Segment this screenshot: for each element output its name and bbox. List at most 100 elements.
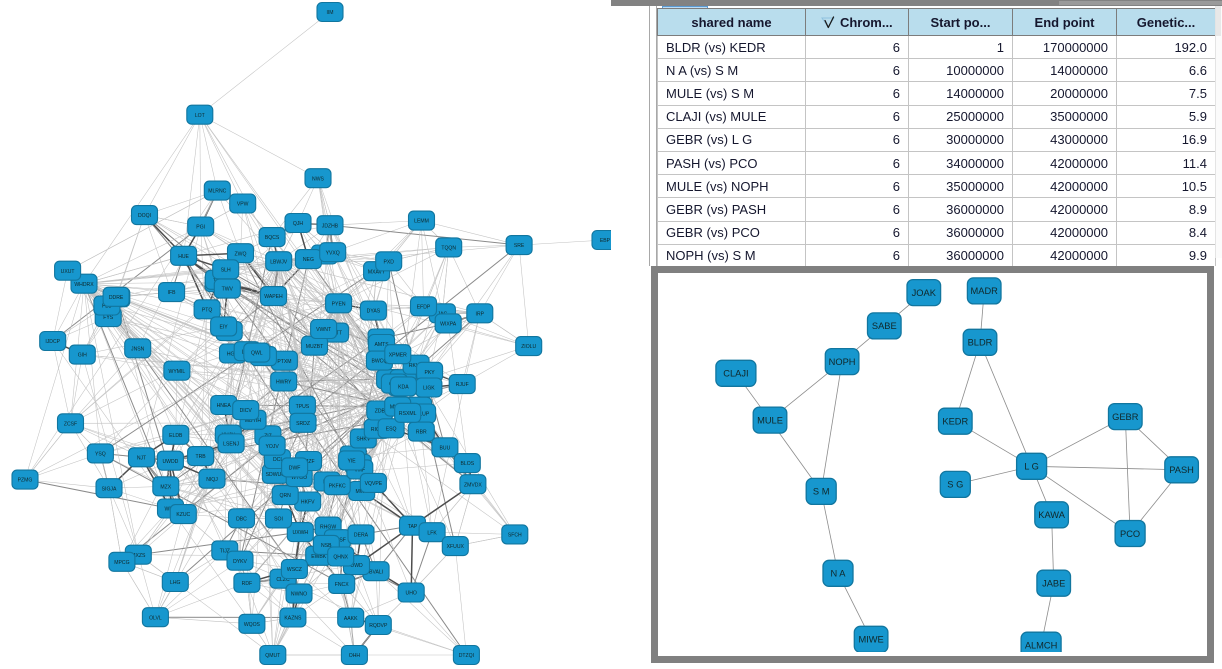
svg-text:RSXML: RSXML (399, 411, 417, 417)
svg-text:ELDB: ELDB (169, 433, 183, 439)
svg-text:WHDRX: WHDRX (74, 282, 94, 288)
svg-text:NJT: NJT (137, 455, 146, 461)
svg-text:VPW: VPW (237, 202, 249, 208)
svg-text:IJDCP: IJDCP (45, 339, 60, 345)
svg-text:IFB: IFB (168, 290, 177, 296)
svg-text:WQOS: WQOS (244, 622, 261, 628)
svg-text:TPUS: TPUS (296, 404, 310, 410)
svg-text:EFDP: EFDP (417, 304, 431, 310)
svg-text:XFUUX: XFUUX (447, 544, 465, 550)
svg-text:FNCX: FNCX (335, 582, 349, 588)
svg-text:CLAJI: CLAJI (723, 369, 748, 379)
svg-text:SIGJA: SIGJA (102, 486, 117, 492)
svg-text:OHH: OHH (349, 653, 361, 659)
svg-text:LIGK: LIGK (423, 386, 435, 392)
svg-text:UWDD: UWDD (162, 459, 178, 465)
svg-text:QJH: QJH (293, 221, 304, 227)
svg-text:PYEN: PYEN (332, 301, 346, 307)
svg-text:YIE: YIE (347, 459, 356, 465)
svg-text:TWV: TWV (222, 287, 234, 293)
svg-text:RQDVP: RQDVP (369, 623, 388, 629)
svg-text:HKFV: HKFV (301, 500, 315, 506)
svg-text:DTZQI: DTZQI (459, 653, 474, 659)
svg-text:PKFKC: PKFKC (329, 483, 346, 489)
svg-text:XPMER: XPMER (389, 352, 407, 358)
svg-text:TQQN: TQQN (441, 246, 456, 252)
svg-text:QRN: QRN (280, 493, 292, 499)
svg-text:UHO: UHO (406, 591, 417, 597)
svg-text:VWNT: VWNT (316, 327, 331, 333)
svg-text:SOI: SOI (274, 517, 283, 523)
svg-text:KZUC: KZUC (176, 512, 190, 518)
svg-text:YOJV: YOJV (265, 444, 279, 450)
svg-text:PZMG: PZMG (18, 478, 33, 484)
svg-text:ZDB: ZDB (375, 409, 386, 415)
svg-text:NIQJ: NIQJ (206, 477, 218, 483)
svg-text:HUE: HUE (178, 254, 189, 260)
svg-text:LSENJ: LSENJ (223, 441, 239, 447)
svg-text:YVXQ: YVXQ (326, 250, 340, 256)
svg-text:DERA: DERA (354, 533, 369, 539)
svg-text:KEDR: KEDR (942, 417, 968, 427)
svg-text:ALMCH: ALMCH (1025, 641, 1058, 651)
svg-text:PXD: PXD (383, 259, 394, 265)
svg-text:DYKV: DYKV (233, 559, 247, 565)
svg-text:SFCH: SFCH (508, 533, 522, 539)
svg-text:QHNX: QHNX (333, 555, 348, 561)
svg-text:IRP: IRP (476, 311, 485, 317)
svg-text:PGI: PGI (196, 225, 205, 231)
svg-text:UXUT: UXUT (61, 269, 75, 275)
svg-text:FYS: FYS (103, 315, 114, 321)
svg-text:TAP: TAP (408, 524, 418, 530)
svg-text:MZX: MZX (160, 484, 171, 490)
svg-text:PTQ: PTQ (202, 307, 213, 313)
svg-text:EBP: EBP (600, 238, 611, 244)
svg-text:EIY: EIY (219, 325, 228, 331)
svg-text:WIXPA: WIXPA (440, 322, 457, 328)
svg-text:MPCG: MPCG (114, 560, 129, 566)
svg-text:HNEA: HNEA (217, 403, 232, 409)
svg-text:MUZBT: MUZBT (306, 344, 324, 350)
svg-text:NWS: NWS (312, 176, 324, 182)
svg-text:ZIOLU: ZIOLU (521, 344, 536, 350)
svg-text:ZCSF: ZCSF (64, 421, 77, 427)
svg-text:LFK: LFK (427, 530, 437, 536)
svg-text:LHG: LHG (170, 580, 181, 586)
svg-text:BLDR: BLDR (968, 338, 993, 348)
svg-text:JNSN: JNSN (131, 346, 145, 352)
svg-text:MIWE: MIWE (858, 635, 883, 645)
svg-text:AAKK: AAKK (344, 616, 358, 622)
svg-text:SABE: SABE (872, 321, 897, 331)
svg-text:KDA: KDA (398, 385, 409, 391)
svg-text:DDRE: DDRE (109, 295, 124, 301)
svg-text:NEG: NEG (303, 257, 314, 263)
svg-text:RBR: RBR (416, 430, 427, 436)
svg-text:YSQ: YSQ (95, 452, 106, 458)
svg-text:KAZNS: KAZNS (284, 616, 302, 622)
svg-text:QWL: QWL (251, 351, 263, 357)
svg-text:ESQ: ESQ (386, 426, 397, 432)
svg-text:OLVL: OLVL (149, 615, 162, 621)
svg-text:DICV: DICV (240, 408, 253, 414)
svg-text:PASH: PASH (1169, 465, 1194, 475)
svg-text:WSCZ: WSCZ (287, 567, 302, 573)
svg-text:BUU: BUU (440, 445, 451, 451)
svg-text:L G: L G (1024, 462, 1039, 472)
svg-text:QMUT: QMUT (265, 653, 280, 659)
svg-text:LBWJV: LBWJV (270, 259, 288, 265)
svg-text:NWNO: NWNO (291, 592, 307, 598)
svg-text:DWF: DWF (289, 466, 301, 472)
svg-text:MLRNC: MLRNC (208, 189, 226, 195)
svg-text:HWRY: HWRY (276, 380, 292, 386)
svg-text:UXWH: UXWH (293, 530, 309, 536)
svg-text:DYAS: DYAS (367, 309, 381, 315)
svg-text:IIM: IIM (326, 10, 333, 16)
svg-text:TRB: TRB (196, 454, 207, 460)
svg-text:LOT: LOT (195, 113, 205, 119)
svg-text:DBC: DBC (236, 516, 247, 522)
svg-text:PTXM: PTXM (277, 359, 291, 365)
svg-text:S M: S M (813, 487, 830, 497)
svg-text:S G: S G (947, 480, 963, 490)
svg-text:GIH: GIH (78, 353, 87, 359)
svg-text:GEBR: GEBR (1112, 412, 1139, 422)
